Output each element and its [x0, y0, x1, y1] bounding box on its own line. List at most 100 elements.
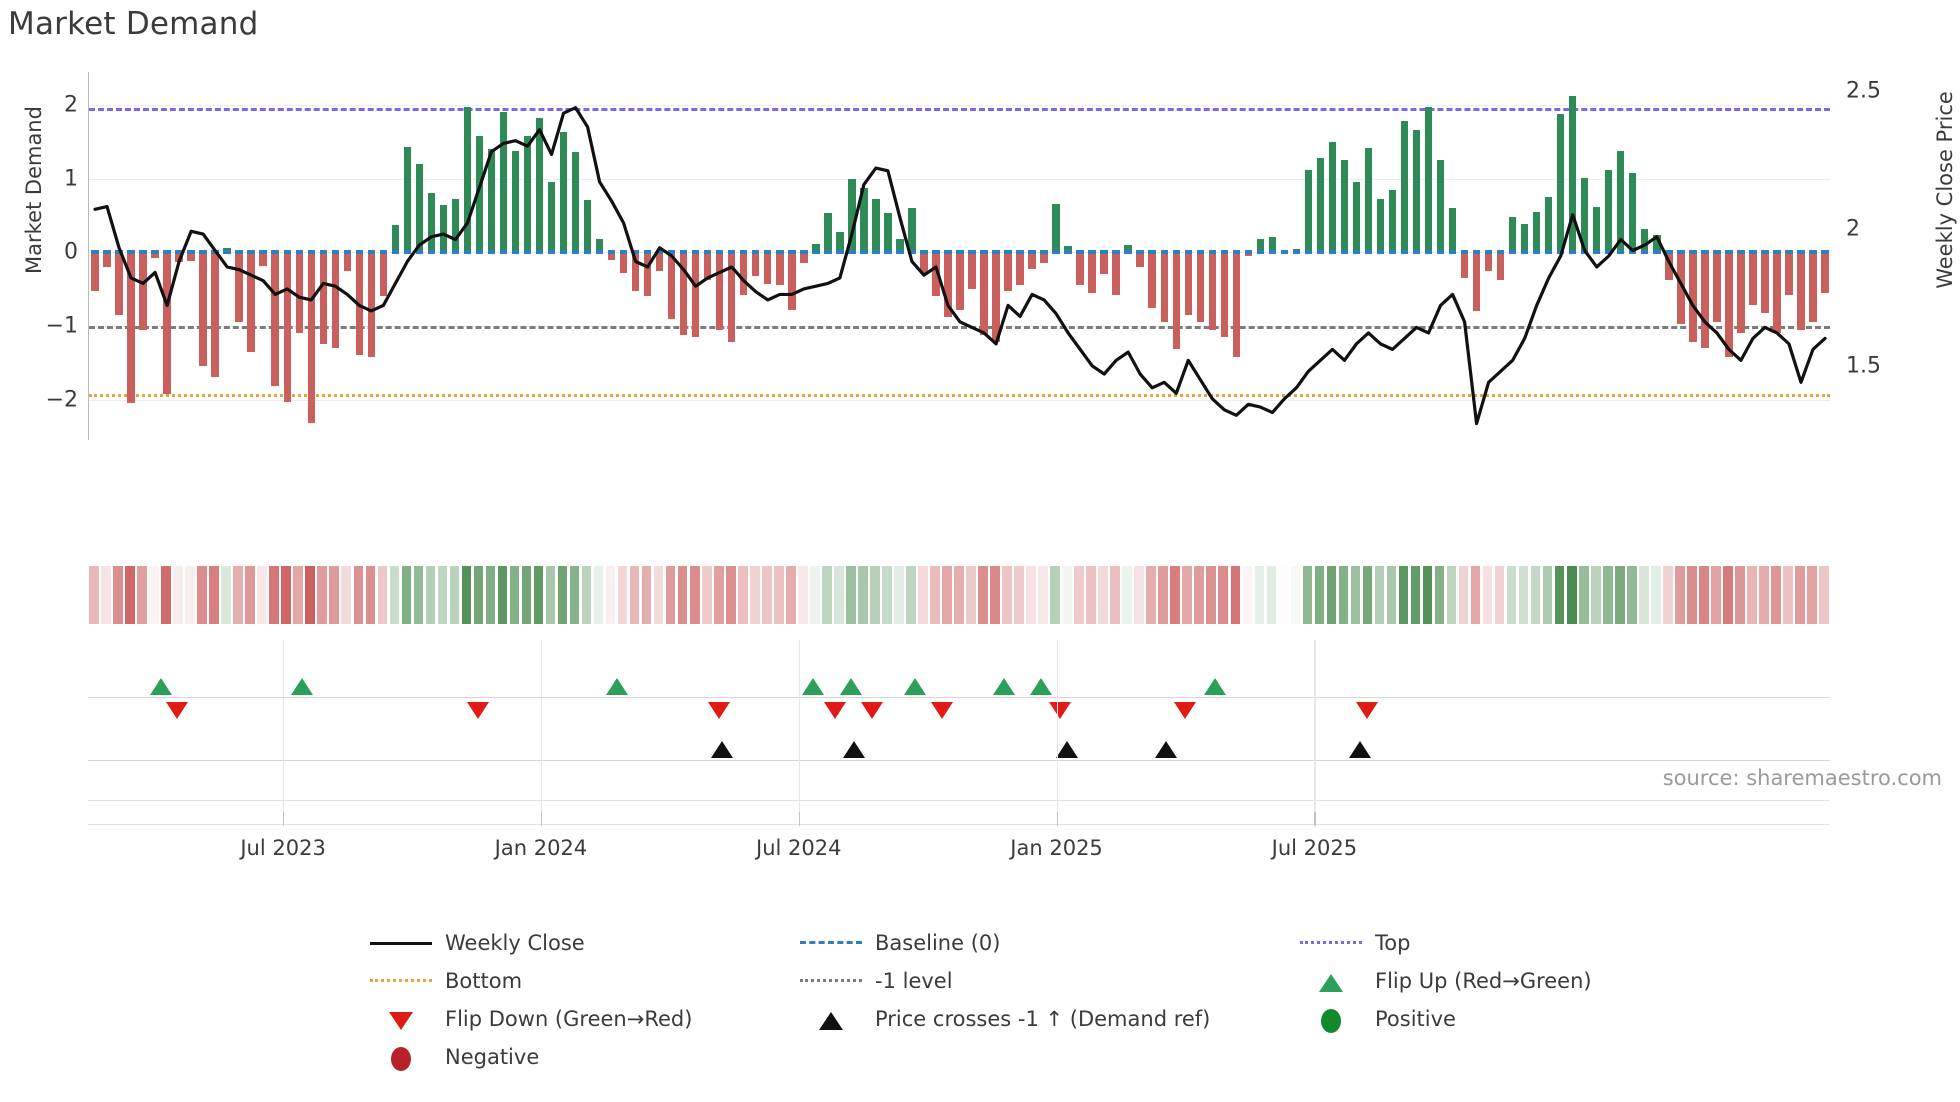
heatmap-cell — [1146, 566, 1157, 624]
x-axis-gridline — [283, 640, 285, 825]
demand-bar — [523, 136, 532, 253]
baseline-segment — [740, 250, 748, 255]
baseline-segment — [1713, 250, 1721, 255]
legend-item[interactable]: Positive — [1300, 1007, 1630, 1033]
baseline-segment — [235, 250, 243, 255]
legend-item[interactable]: Negative — [370, 1045, 800, 1071]
baseline-segment — [860, 250, 868, 255]
heatmap-cell — [509, 566, 520, 624]
heatmap-cell — [1206, 566, 1217, 624]
legend-item[interactable]: Flip Up (Red→Green) — [1300, 969, 1630, 993]
flip-down-marker-icon — [467, 702, 490, 719]
legend-label: Negative — [445, 1045, 540, 1069]
heatmap-cell — [1410, 566, 1421, 624]
heatmap-cell — [1590, 566, 1601, 624]
baseline-segment — [1773, 250, 1781, 255]
heatmap-cell — [990, 566, 1000, 624]
baseline-segment — [1568, 250, 1577, 255]
source-note: source: sharemaestro.com — [1662, 766, 1942, 790]
x-axis-gridline — [798, 640, 801, 825]
heatmap-cell — [245, 566, 255, 624]
demand-bar — [1004, 252, 1012, 291]
heatmap-cell — [1134, 566, 1144, 624]
legend-label: Bottom — [445, 969, 523, 993]
demand-bar — [235, 252, 243, 323]
baseline-segment — [1677, 250, 1685, 255]
demand-bar — [1112, 252, 1120, 295]
baseline-segment — [1004, 250, 1012, 255]
demand-bar — [1605, 169, 1613, 253]
demand-bar — [1689, 252, 1697, 343]
heatmap-cell — [930, 566, 940, 624]
demand-bar — [1064, 246, 1072, 253]
baseline-segment — [391, 250, 400, 255]
demand-bar — [896, 239, 904, 253]
x-axis-tick-mark — [1314, 812, 1316, 826]
flip-down-marker-icon — [1174, 702, 1197, 719]
legend-item[interactable]: Top — [1300, 931, 1630, 955]
x-axis-tick-mark — [540, 812, 543, 826]
x-axis-tick-label: Jul 2024 — [756, 836, 842, 860]
baseline-segment — [1124, 250, 1132, 255]
demand-bar — [1268, 236, 1277, 253]
baseline-segment — [1460, 250, 1469, 255]
legend-item[interactable]: Price crosses -1 ↑ (Demand ref) — [800, 1007, 1300, 1031]
demand-bar — [403, 147, 412, 253]
legend-item[interactable]: Bottom — [370, 969, 800, 993]
demand-bar — [1725, 252, 1733, 357]
x-axis-gridline — [540, 640, 543, 825]
baseline-segment — [619, 250, 628, 255]
baseline-segment — [1172, 250, 1180, 255]
baseline-segment — [547, 250, 556, 255]
heatmap-cell — [810, 566, 820, 624]
heatmap-cell — [641, 566, 652, 624]
baseline-segment — [1821, 250, 1829, 255]
demand-bar — [1496, 252, 1505, 281]
heatmap-cell — [497, 566, 508, 624]
demand-bar — [667, 252, 676, 319]
heatmap-cell — [1266, 566, 1277, 624]
x-axis-tick-label: Jan 2025 — [1010, 836, 1103, 860]
demand-bar — [1028, 252, 1036, 269]
baseline-segment — [1268, 250, 1277, 255]
flip-up-marker-icon — [290, 678, 313, 695]
baseline-segment — [139, 250, 147, 255]
heatmap-cell — [1699, 566, 1709, 624]
baseline-segment — [1376, 250, 1385, 255]
baseline-segment — [1544, 250, 1553, 255]
legend-item[interactable]: -1 level — [800, 969, 1300, 993]
demand-bar — [1641, 228, 1649, 253]
baseline-segment — [836, 250, 844, 255]
baseline-segment — [788, 250, 796, 255]
heatmap-cell — [906, 566, 916, 624]
heatmap-cell — [281, 566, 292, 624]
heatmap-cell — [1374, 566, 1385, 624]
heatmap-cell — [846, 566, 856, 624]
chart-legend: Weekly Close Baseline (0) Top Bottom -1 leve… — [370, 924, 1630, 1076]
demand-bar — [1520, 223, 1529, 253]
demand-bar — [655, 252, 664, 271]
baseline-segment — [1701, 250, 1709, 255]
baseline-segment — [415, 250, 424, 255]
baseline-segment — [1184, 250, 1192, 255]
baseline-segment — [1064, 250, 1072, 255]
baseline-segment — [1653, 250, 1661, 255]
baseline-segment — [1076, 250, 1084, 255]
baseline-segment — [367, 250, 376, 255]
heatmap-cell — [269, 566, 280, 624]
heatmap-cell — [1602, 566, 1613, 624]
heatmap-cell — [1747, 566, 1757, 624]
demand-bar — [1400, 121, 1409, 253]
demand-bar — [1412, 130, 1421, 253]
legend-item[interactable]: Weekly Close — [370, 931, 800, 955]
heatmap-cell — [1362, 566, 1373, 624]
legend-item[interactable]: Flip Down (Green→Red) — [370, 1007, 800, 1031]
y-axis-left-label: Market Demand — [22, 106, 46, 274]
green-triangle-up-icon — [1300, 970, 1362, 992]
demand-bar — [367, 252, 376, 357]
demand-bar — [199, 252, 207, 367]
legend-item[interactable]: Baseline (0) — [800, 931, 1300, 955]
demand-bar — [487, 149, 496, 253]
baseline-segment — [1448, 250, 1457, 255]
baseline-segment — [175, 250, 183, 255]
